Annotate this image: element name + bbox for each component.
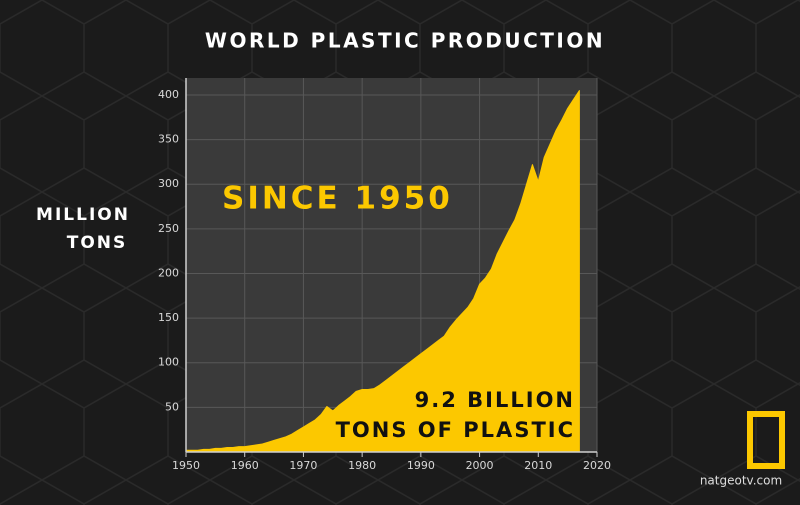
x-tick-label: 2010	[524, 459, 552, 472]
annotation: SINCE 1950	[222, 181, 453, 217]
x-tick-label: 1980	[348, 459, 376, 472]
marks	[185, 89, 580, 453]
y-axis-label: TONS	[67, 233, 128, 253]
x-tick-label: 1970	[289, 459, 317, 472]
y-tick-label: 50	[165, 400, 179, 413]
chart-title: WORLD PLASTIC PRODUCTION	[205, 29, 605, 53]
annotation: TONS OF PLASTIC	[336, 418, 575, 442]
y-tick-label: 200	[158, 266, 179, 279]
logo-frame	[747, 411, 785, 469]
y-tick-label: 100	[158, 356, 179, 369]
x-tick-label: 1950	[172, 459, 200, 472]
logo	[747, 411, 785, 469]
y-tick-label: 350	[158, 133, 179, 146]
source: natgeotv.com	[700, 474, 782, 488]
y-tick-label: 400	[158, 88, 179, 101]
x-tick-label: 2000	[466, 459, 494, 472]
y-axis-label: MILLION	[36, 205, 130, 225]
annotation: 9.2 BILLION	[415, 388, 575, 412]
x-tick-label: 1990	[407, 459, 435, 472]
x-tick-label: 2020	[583, 459, 611, 472]
area	[185, 89, 580, 453]
y-tick-label: 250	[158, 222, 179, 235]
x-tick-label: 1960	[231, 459, 259, 472]
y-tick-label: 150	[158, 311, 179, 324]
y-tick-label: 300	[158, 177, 179, 190]
